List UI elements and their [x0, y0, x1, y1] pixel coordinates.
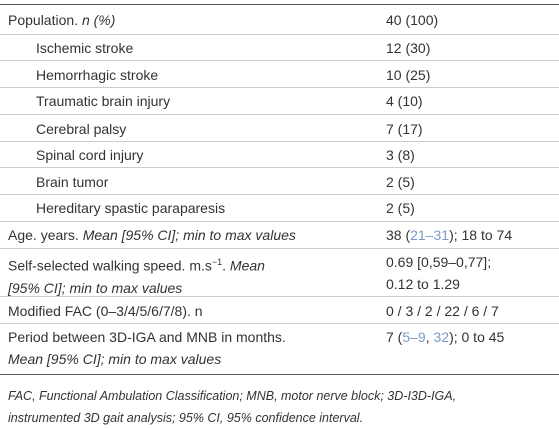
- row-value: 2 (5): [386, 200, 415, 216]
- footnote: FAC, Functional Ambulation Classificatio…: [8, 385, 456, 429]
- row-value: 7 (17): [386, 121, 423, 137]
- label-superscript: −1: [211, 257, 223, 267]
- row-value: 4 (10): [386, 93, 423, 109]
- row-label: Self-selected walking speed. m.s−1. Mean…: [8, 251, 265, 299]
- row-label: Cerebral palsy: [36, 121, 127, 137]
- value-text: ); 18 to 74: [449, 227, 513, 243]
- row-value: 40 (100): [386, 9, 438, 31]
- label-text: n (%): [81, 12, 116, 28]
- value-link[interactable]: 32: [433, 329, 450, 345]
- row: Hereditary spastic paraparesis 2 (5): [0, 195, 559, 222]
- label-text: Mean [95% CI]; min to max values: [82, 227, 296, 243]
- row: Age. years. Mean [95% CI]; min to max va…: [0, 222, 559, 249]
- footnote-text: FAC, Functional Ambulation Classificatio…: [8, 389, 457, 403]
- label-text: Population.: [8, 12, 82, 28]
- row-label: Age. years. Mean [95% CI]; min to max va…: [8, 224, 296, 246]
- row-label: Traumatic brain injury: [36, 93, 171, 109]
- row: Traumatic brain injury 4 (10): [0, 88, 559, 115]
- label-text: Self-selected walking speed. m.s: [8, 257, 212, 274]
- value-text: 40 (100): [386, 12, 439, 28]
- value-text: ); 0 to 45: [449, 329, 505, 345]
- value-text: 0.12 to 1.29: [386, 276, 460, 292]
- row-label: Hereditary spastic paraparesis: [36, 200, 226, 216]
- row-value: 12 (30): [386, 40, 431, 56]
- value-text: 0.69 [0,59–0,77];: [386, 254, 492, 270]
- label-text: .: [222, 257, 230, 274]
- value-link[interactable]: 5–9: [402, 329, 426, 345]
- row: Hemorrhagic stroke 10 (25): [0, 61, 559, 88]
- value-link[interactable]: 21–31: [410, 227, 450, 243]
- label-text: Mean [95% CI]; min to max values: [8, 351, 222, 367]
- value-text: ,: [425, 329, 434, 345]
- value-text: 38 (: [386, 227, 411, 243]
- row-label: Spinal cord injury: [36, 147, 144, 163]
- row-label: Ischemic stroke: [36, 40, 134, 56]
- row-value: 0.69 [0,59–0,77]; 0.12 to 1.29: [386, 251, 491, 295]
- row: Brain tumor 2 (5): [0, 168, 559, 195]
- label-text: Period between 3D-IGA and MNB in months.: [8, 329, 286, 345]
- footnote-text: instrumented 3D gait analysis; 95% CI, 9…: [8, 411, 364, 425]
- label-text: Age. years.: [8, 227, 83, 243]
- row-value: 10 (25): [386, 67, 431, 83]
- row-label: Population. n (%): [8, 9, 115, 31]
- row: Self-selected walking speed. m.s−1. Mean…: [0, 249, 559, 297]
- row-label: Period between 3D-IGA and MNB in months.…: [8, 326, 286, 370]
- value-text: 7 (: [386, 329, 403, 345]
- label-text: [95% CI]; min to max values: [8, 279, 183, 296]
- row-value: 7 (5–9, 32); 0 to 45: [386, 326, 504, 348]
- row-value: 2 (5): [386, 174, 415, 190]
- row: Population. n (%) 40 (100): [0, 5, 559, 35]
- row: Spinal cord injury 3 (8): [0, 142, 559, 168]
- row: Ischemic stroke 12 (30): [0, 35, 559, 61]
- row-label: Brain tumor: [36, 174, 109, 190]
- top-rule: [0, 4, 559, 5]
- label-text: Mean: [229, 257, 265, 274]
- row-label: Modified FAC (0–3/4/5/6/7/8). n: [8, 303, 203, 319]
- row: Modified FAC (0–3/4/5/6/7/8). n 0 / 3 / …: [0, 297, 559, 324]
- row-value: 0 / 3 / 2 / 22 / 6 / 7: [386, 303, 499, 319]
- row-value: 3 (8): [386, 147, 415, 163]
- row-value: 38 (21–31); 18 to 74: [386, 224, 512, 246]
- row: Period between 3D-IGA and MNB in months.…: [0, 324, 559, 374]
- row-label: Hemorrhagic stroke: [36, 67, 159, 83]
- row: Cerebral palsy 7 (17): [0, 115, 559, 142]
- bottom-rule: [0, 374, 559, 375]
